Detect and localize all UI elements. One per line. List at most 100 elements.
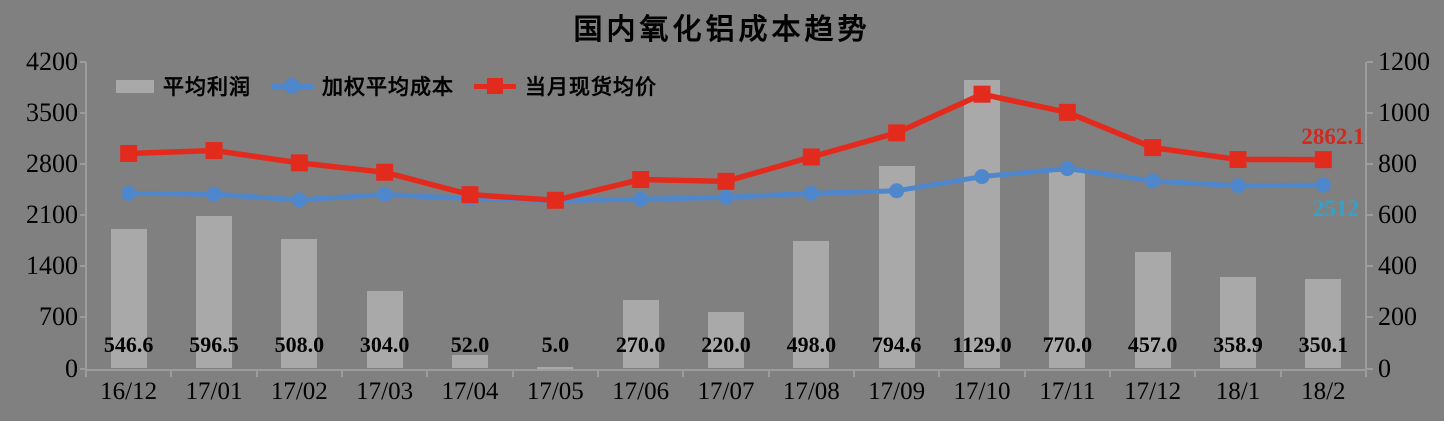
profit-bar <box>708 312 744 369</box>
monthly-spot-price-marker <box>546 191 564 209</box>
monthly-spot-price-marker <box>1144 139 1162 157</box>
left-axis-tick <box>80 367 86 370</box>
left-axis-label: 700 <box>39 302 78 332</box>
x-tick-label: 17/12 <box>1124 378 1182 405</box>
right-axis-label: 200 <box>1378 302 1417 332</box>
bar-value-label: 220.0 <box>701 332 751 357</box>
left-axis-tick <box>80 316 86 319</box>
x-tick-label: 17/04 <box>441 378 499 405</box>
left-axis-tick <box>80 265 86 268</box>
line-circle-swatch-icon <box>271 77 313 95</box>
weighted-average-cost-marker <box>1059 161 1075 177</box>
x-tick-label: 17/10 <box>953 378 1011 405</box>
x-axis-tick <box>1194 371 1197 377</box>
x-tick-label: 16/12 <box>100 378 158 405</box>
profit-bar <box>452 355 488 369</box>
bar-value-label: 794.6 <box>871 332 922 357</box>
monthly-spot-price-marker <box>802 148 820 166</box>
x-tick-label: 17/07 <box>697 378 755 405</box>
x-axis-tick <box>1023 371 1026 377</box>
monthly-spot-price-marker <box>1229 151 1247 169</box>
monthly-spot-price-marker <box>973 85 991 103</box>
x-axis-tick <box>682 371 685 377</box>
monthly-spot-price-marker <box>461 186 479 204</box>
x-axis-tick <box>853 371 855 377</box>
bar-value-label: 596.5 <box>189 332 239 357</box>
weighted-average-cost-marker <box>803 185 819 201</box>
legend-label-average-profit: 平均利润 <box>163 76 251 99</box>
x-tick-label: 17/05 <box>526 378 584 405</box>
monthly-spot-price-marker <box>290 154 308 172</box>
bar-value-label: 350.1 <box>1298 332 1349 357</box>
weighted-average-cost-marker <box>1315 177 1331 193</box>
left-axis-tick <box>80 163 86 166</box>
x-axis-tick <box>938 371 941 377</box>
profit-bar <box>1305 279 1342 369</box>
weighted-average-cost-marker <box>889 183 905 199</box>
profit-bar <box>366 290 403 369</box>
x-axis-tick <box>1279 371 1282 377</box>
left-axis-line <box>85 62 87 371</box>
profit-bar <box>110 228 147 369</box>
x-axis-tick <box>255 371 258 377</box>
bar-value-label: 508.0 <box>274 332 325 357</box>
bar-value-label: 270.0 <box>615 332 666 357</box>
line-square-swatch-icon <box>474 77 516 95</box>
left-axis-label: 3500 <box>26 98 78 128</box>
weighted-average-cost-marker <box>1145 173 1161 189</box>
monthly-spot-price-marker <box>717 172 735 190</box>
profit-bar <box>878 165 915 369</box>
x-axis-tick <box>341 371 343 377</box>
profit-bar <box>1134 251 1171 369</box>
cost-end-label: 2512 <box>1313 196 1359 221</box>
profit-bar <box>537 367 574 369</box>
x-axis-tick <box>1109 371 1111 377</box>
left-axis-tick <box>80 112 86 115</box>
monthly-spot-price-marker <box>205 142 223 160</box>
weighted-average-cost-marker <box>1230 178 1246 194</box>
profit-bar <box>1220 276 1256 369</box>
right-axis-tick <box>1367 112 1373 115</box>
left-axis-label: 1400 <box>26 251 78 281</box>
weighted-average-cost-marker <box>718 189 734 205</box>
bar-swatch-icon <box>116 79 154 93</box>
right-axis-label: 400 <box>1378 251 1417 281</box>
bar-value-label: 457.0 <box>1127 332 1178 357</box>
bar-value-label: 5.0 <box>541 332 570 357</box>
bar-value-label: 358.9 <box>1213 332 1263 357</box>
left-axis-label: 2100 <box>26 200 78 230</box>
monthly-spot-price-marker <box>632 170 650 188</box>
right-axis-tick <box>1367 61 1373 63</box>
legend-item-monthly-spot-price: 当月现货均价 <box>474 71 657 101</box>
spot-price-end-label: 2862.1 <box>1301 124 1365 149</box>
weighted-average-cost-marker <box>121 185 137 201</box>
left-axis-tick <box>80 214 86 217</box>
x-tick-label: 17/08 <box>782 378 840 405</box>
monthly-spot-price-marker <box>1058 103 1076 121</box>
x-tick-label: 17/06 <box>612 378 670 405</box>
left-axis-tick <box>80 61 86 63</box>
right-axis-label: 1200 <box>1378 47 1430 76</box>
weighted-average-cost-marker <box>633 191 649 207</box>
right-axis-line <box>1365 62 1367 371</box>
right-axis-tick <box>1367 265 1373 268</box>
weighted-average-cost-marker <box>974 169 990 185</box>
x-tick-label: 18/1 <box>1215 378 1261 405</box>
right-axis-tick <box>1367 367 1373 370</box>
x-axis-tick <box>511 371 514 377</box>
right-axis-label: 1000 <box>1378 98 1430 128</box>
weighted-average-cost-marker <box>291 192 307 208</box>
bar-value-label: 52.0 <box>450 332 490 357</box>
bar-value-label: 498.0 <box>786 332 837 357</box>
right-axis-tick <box>1367 316 1373 319</box>
legend-item-average-profit: 平均利润 <box>116 71 251 101</box>
bar-value-label: 304.0 <box>359 332 410 357</box>
legend-item-weighted-average-cost: 加权平均成本 <box>271 71 454 101</box>
bar-value-label: 1129.0 <box>952 332 1012 357</box>
weighted-average-cost-marker <box>206 186 222 202</box>
monthly-spot-price-marker <box>1314 151 1332 169</box>
chart-title: 国内氧化铝成本趋势 <box>573 14 871 46</box>
x-tick-label: 18/2 <box>1301 378 1346 405</box>
left-axis-label: 2800 <box>26 149 78 179</box>
